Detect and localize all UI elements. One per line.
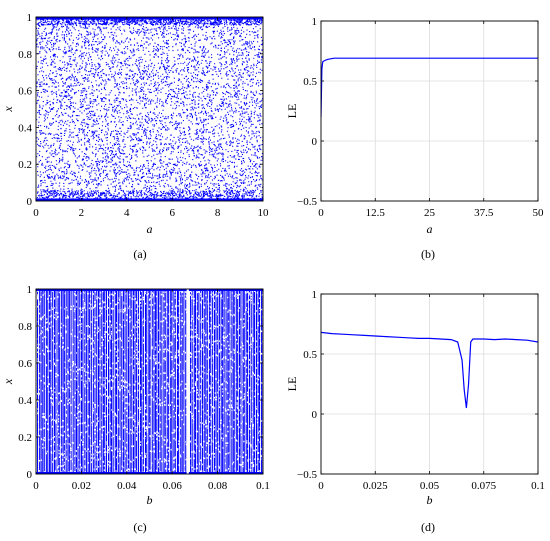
plot-area: [321, 57, 538, 118]
x-axis-label: a: [147, 222, 153, 236]
x-tick-label-4: 8: [215, 207, 221, 219]
plot-area: [36, 289, 263, 474]
y-tick-label-1: 0: [312, 136, 318, 148]
x-axis-label: b: [147, 493, 153, 507]
plot-area: [321, 331, 538, 409]
x-tick-label-4: 0.08: [208, 480, 228, 492]
series-line: [321, 57, 538, 118]
x-tick-label-1: 2: [79, 207, 85, 219]
y-tick-label-0: −0.5: [297, 196, 317, 208]
y-tick-label-3: 0.6: [18, 86, 32, 98]
x-tick-label-2: 4: [124, 207, 130, 219]
x-tick-label-0: 0: [318, 207, 324, 219]
x-tick-label-1: 0.025: [363, 480, 388, 492]
plot-area: [36, 17, 263, 201]
y-tick-label-3: 0.6: [18, 358, 32, 370]
y-tick-label-1: 0.2: [18, 432, 32, 444]
series-line: [321, 331, 538, 409]
x-tick-label-0: 0: [33, 480, 39, 492]
x-tick-label-3: 6: [169, 207, 175, 219]
y-tick-label-5: 1: [27, 12, 33, 24]
y-tick-label-2: 0.5: [303, 349, 317, 361]
x-tick-label-2: 25: [424, 207, 436, 219]
y-tick-label-2: 0.5: [303, 76, 317, 88]
y-tick-label-5: 1: [27, 284, 33, 296]
grid-lines: [320, 20, 539, 202]
stripe-gaps: [36, 289, 263, 474]
y-tick-label-0: 0: [27, 196, 33, 208]
x-tick-label-3: 0.075: [471, 480, 496, 492]
band-top: [36, 289, 263, 291]
panel-a: 0 2 4 6 8 10 0 0.2 0.4 0.6 0.8 1 a x (a): [1, 12, 269, 261]
y-axis-label: x: [1, 106, 15, 113]
axes-frame: [35, 288, 264, 475]
panel-caption: (b): [421, 247, 435, 261]
y-tick-label-0: 0: [27, 469, 33, 481]
x-tick-label-3: 0.06: [163, 480, 183, 492]
x-tick-label-0: 0: [33, 207, 39, 219]
x-tick-label-3: 37.5: [474, 207, 494, 219]
y-axis-label: LE: [285, 104, 299, 119]
gap-column: [186, 289, 189, 474]
y-tick-label-3: 1: [312, 16, 318, 28]
y-tick-label-2: 0.4: [18, 122, 32, 134]
x-tick-label-1: 0.02: [72, 480, 91, 492]
x-tick-label-2: 0.05: [420, 480, 440, 492]
band-bottom: [36, 472, 263, 474]
grid-lines: [320, 293, 539, 475]
x-tick-label-4: 50: [533, 207, 545, 219]
x-axis-label: b: [427, 493, 433, 507]
x-tick-label-5: 0.1: [256, 480, 270, 492]
y-tick-label-4: 0.8: [18, 321, 32, 333]
x-tick-label-5: 10: [258, 207, 270, 219]
y-tick-label-2: 0.4: [18, 395, 32, 407]
panel-caption: (c): [133, 520, 146, 534]
panel-caption: (a): [133, 247, 146, 261]
y-tick-label-4: 0.8: [18, 49, 32, 61]
y-tick-label-1: 0: [312, 409, 318, 421]
band-bottom: [36, 198, 263, 201]
y-tick-label-1: 0.2: [18, 159, 32, 171]
y-axis-label: LE: [285, 377, 299, 392]
y-axis-label: x: [1, 378, 15, 385]
x-tick-label-4: 0.1: [531, 480, 545, 492]
x-tick-label-0: 0: [318, 480, 324, 492]
x-axis-label: a: [427, 222, 433, 236]
band-top: [36, 17, 263, 20]
x-tick-label-1: 12.5: [366, 207, 386, 219]
x-tick-label-2: 0.04: [117, 480, 137, 492]
y-tick-label-0: −0.5: [297, 469, 317, 481]
panel-c: 0 0.02 0.04 0.06 0.08 0.1 0 0.2 0.4 0.6 0.8 1 b x (c): [1, 284, 270, 534]
scatter-points: [36, 17, 263, 201]
y-tick-label-3: 1: [312, 289, 318, 301]
panel-caption: (d): [421, 520, 435, 534]
axes-frame: [35, 16, 264, 202]
